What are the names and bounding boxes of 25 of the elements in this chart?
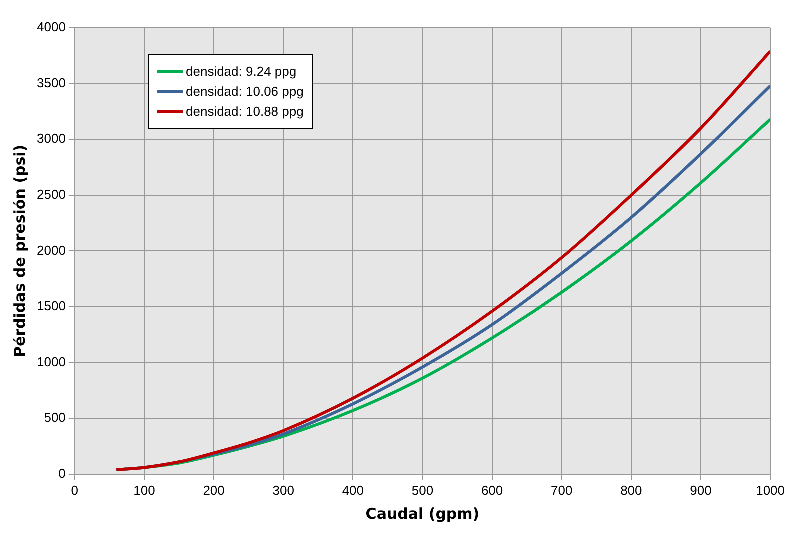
x-tick-label: 1000: [756, 482, 785, 498]
legend-label: densidad: 10.06 ppg: [186, 84, 304, 99]
y-tick-label: 4000: [37, 20, 66, 35]
y-axis-title: Pérdidas de presión (psi): [10, 144, 29, 358]
x-tick-label: 600: [481, 482, 504, 498]
y-tick-label: 2500: [37, 186, 66, 202]
y-tick-label: 2000: [37, 242, 66, 258]
legend-label: densidad: 9.24 ppg: [186, 64, 297, 79]
y-tick-label: 3500: [37, 75, 66, 90]
y-tick-label: 1500: [37, 298, 66, 314]
x-tick-label: 200: [203, 482, 225, 498]
legend-label: densidad: 10.88 ppg: [186, 104, 304, 119]
y-tick-label: 1000: [37, 354, 66, 370]
x-tick-label: 700: [551, 482, 573, 498]
x-tick-label: 500: [412, 482, 434, 498]
x-tick-label: 300: [272, 482, 294, 498]
x-tick-label: 800: [620, 482, 642, 498]
y-tick-label: 3000: [37, 131, 66, 146]
y-tick-label: 500: [44, 410, 66, 426]
x-tick-label: 100: [134, 482, 156, 498]
x-tick-label: 400: [342, 482, 364, 498]
x-axis-title: Caudal (gpm): [366, 504, 480, 523]
x-tick-label: 900: [690, 482, 712, 498]
x-tick-label: 0: [71, 482, 79, 498]
y-tick-label: 0: [58, 466, 66, 481]
